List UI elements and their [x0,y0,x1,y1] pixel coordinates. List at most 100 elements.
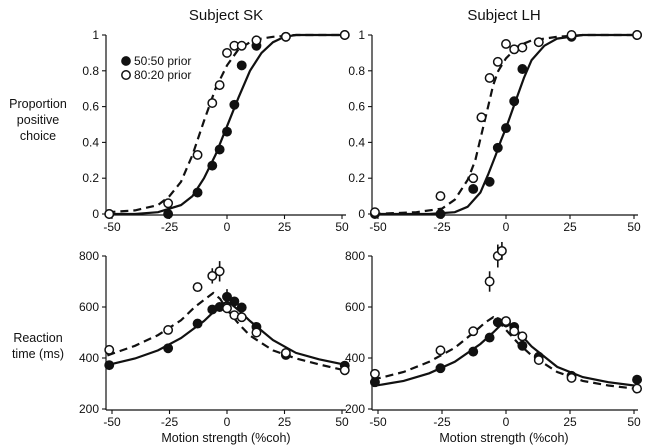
lh-rt-y-tick-label: 400 [345,351,365,365]
lh-choice-point-open [517,42,528,53]
sk-choice-point-open [192,149,203,160]
legend: 50:50 prior 80:20 prior [121,54,191,82]
sk-rt-x-tick-label: 0 [224,415,231,429]
sk-rt-point-open [339,365,350,376]
sk-choice-point-filled [236,60,247,71]
sk-rt-point-filled [222,291,232,302]
sk-choice-point-filled [163,209,174,219]
lh-choice-y-tick-label: 0.6 [348,100,365,114]
lh-rt-x-tick-label: 50 [627,415,641,429]
sk-choice-fit-line-open [107,33,347,214]
sk-rt-point-filled [236,302,247,313]
lh-choice-y-tick-label: 0.2 [348,171,365,185]
sk-choice-point-open [214,80,225,91]
sk-rt-point-filled [192,318,203,329]
sk-choice-point-open [236,40,247,51]
lh-choice-point-filled [435,209,446,219]
lh-rt-y-tick-label: 800 [345,249,365,263]
lh-choice-point-open [484,73,495,83]
lh-choice-point-filled [468,183,479,194]
sk-choice-point-filled [229,99,240,110]
ylabel-proportion: Proportion positive choice [9,97,67,143]
sk-rt-point-open [251,327,262,338]
lh-rt-point-open [501,316,511,326]
lh-rt-point-filled [492,317,503,328]
sk-choice-y-tick-label: 0.6 [82,100,99,114]
xlabel-sk: Motion strength (%coh) [161,431,290,445]
sk-choice-point-filled [222,126,232,137]
sk-rt-x-tick-label: -50 [103,415,121,429]
panel-lh-choice: -50 -25 0 25 50 0 0.2 0.4 0.6 0.8 1 [348,28,643,234]
lh-rt-x-tick-label: -50 [369,415,387,429]
xlabel-lh: Motion strength (%coh) [439,431,568,445]
lh-choice-point-filled [484,176,495,187]
lh-rt-y-tick-label: 200 [345,402,365,416]
ylabel-rt-line2: time (ms) [12,347,64,361]
lh-choice-y-tick-label: 0 [358,207,365,221]
lh-rt-y-tick-label: 600 [345,300,365,314]
sk-rt-point-open [192,282,203,293]
lh-choice-point-open [566,30,577,40]
panel-sk-rt: -50 -25 0 25 50 200 400 600 800 [79,249,350,429]
ylabel-proportion-line2: positive [17,113,59,127]
lh-choice-point-filled [501,123,511,134]
legend-label-80-20: 80:20 prior [134,68,191,82]
lh-choice-y-tick-label: 1 [358,28,365,42]
lh-choice-point-open [369,207,380,218]
sk-rt-x-tick-label: 50 [335,415,349,429]
lh-rt-point-open [517,331,528,342]
lh-rt-point-open [369,368,380,379]
sk-rt-point-filled [229,296,240,307]
sk-choice-point-filled [214,144,225,155]
lh-choice-point-open [509,44,520,55]
sk-choice-y-tick-label: 0.8 [82,64,99,78]
panel-sk-choice: -50 -25 0 25 50 0 0.2 0.4 0.6 0.8 1 [82,28,350,234]
lh-choice-point-filled [517,64,528,74]
lh-rt-point-open [484,276,495,287]
lh-rt-fit-line-filled [372,321,640,388]
sk-choice-x-tick-label: -50 [103,220,121,234]
sk-choice-point-open [163,198,174,209]
ylabel-rt-line1: Reaction [13,331,62,345]
title-lh: Subject LH [467,7,540,24]
sk-choice-point-open [251,35,262,46]
sk-rt-y-tick-label: 600 [79,300,99,314]
lh-rt-point-open [533,355,544,365]
sk-choice-x-tick-label: 25 [278,220,292,234]
legend-marker-filled [121,56,131,66]
lh-choice-point-filled [509,96,520,107]
lh-rt-point-open [435,345,446,356]
sk-choice-y-tick-label: 0.4 [82,135,99,149]
sk-choice-point-open [280,31,291,42]
sk-choice-point-filled [207,160,218,171]
lh-choice-x-tick-label: 0 [503,220,510,234]
lh-choice-point-open [632,30,643,40]
lh-rt-point-open [468,326,479,337]
sk-rt-y-tick-label: 400 [79,351,99,365]
sk-choice-point-open [339,30,350,40]
sk-rt-point-open [222,303,232,314]
sk-rt-y-tick-label: 200 [79,402,99,416]
lh-choice-point-open [533,37,544,48]
lh-rt-point-filled [517,340,528,351]
sk-rt-point-open [163,325,174,335]
sk-choice-point-open [104,209,115,219]
lh-choice-y-tick-label: 0.4 [348,135,365,149]
lh-rt-x-tick-label: -25 [433,415,451,429]
lh-choice-point-open [476,112,487,123]
lh-rt-point-open [509,326,520,337]
lh-choice-point-open [435,191,446,202]
sk-rt-point-open [207,270,218,281]
ylabel-rt: Reaction time (ms) [12,331,64,361]
sk-choice-point-filled [192,187,203,198]
lh-rt-x-tick-label: 0 [503,415,510,429]
sk-choice-point-open [207,98,218,108]
lh-rt-point-open [566,372,577,383]
sk-choice-point-open [222,47,232,58]
sk-choice-x-tick-label: 0 [224,220,231,234]
lh-choice-point-filled [492,142,503,153]
lh-choice-x-tick-label: 25 [563,220,577,234]
legend-marker-open [121,70,131,80]
lh-rt-point-open [632,383,643,394]
lh-choice-fit-line-open [372,33,640,216]
